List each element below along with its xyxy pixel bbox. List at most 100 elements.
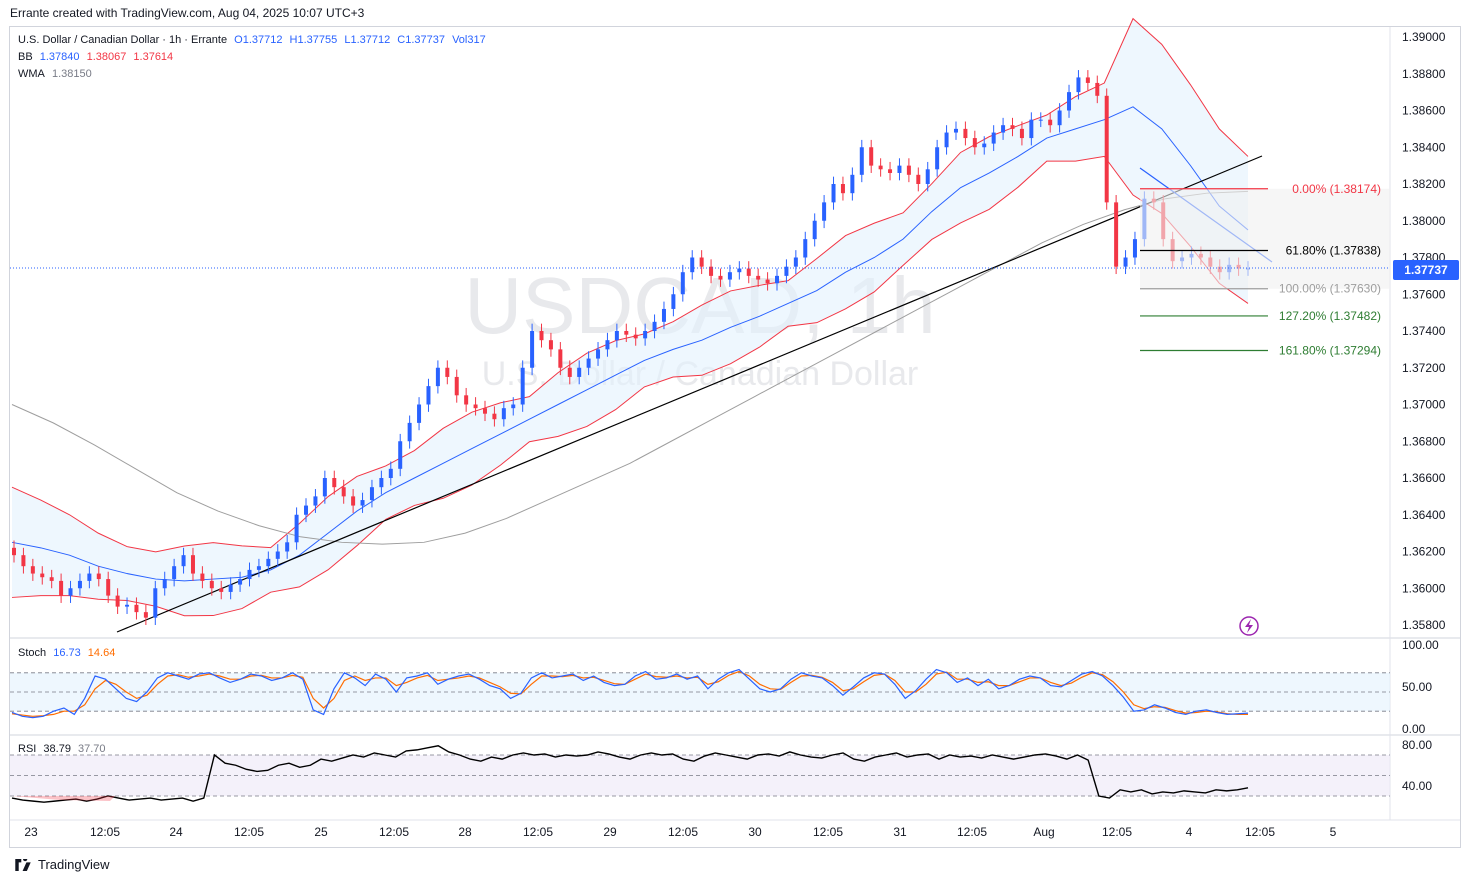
bollinger-middle-line xyxy=(11,106,1249,582)
candle-body xyxy=(473,404,478,409)
bb-label: BB xyxy=(18,51,33,63)
candle-body xyxy=(624,331,629,335)
candle-body xyxy=(567,367,572,377)
time-tick-label: 5 xyxy=(1330,825,1337,839)
time-tick-label: 24 xyxy=(169,825,183,839)
candle-body xyxy=(77,580,82,589)
candle-body xyxy=(482,408,487,414)
candle-body xyxy=(1010,125,1015,129)
price-tick-label: 1.38400 xyxy=(1402,140,1446,154)
candle-body xyxy=(200,573,205,581)
symbol-title[interactable]: U.S. Dollar / Canadian Dollar · 1h · Err… xyxy=(18,34,228,46)
candle-body xyxy=(115,595,120,607)
wma-legend[interactable]: WMA 1.38150 xyxy=(18,68,96,80)
candle-body xyxy=(1085,77,1090,83)
time-tick-label: 29 xyxy=(603,825,617,839)
rsi-legend[interactable]: RSI 38.79 37.70 xyxy=(18,743,110,755)
volume-value: Vol317 xyxy=(452,34,486,46)
candle-body xyxy=(784,266,789,276)
ohlc-high: H1.37755 xyxy=(289,34,338,46)
candle-body xyxy=(256,566,261,570)
candle-body xyxy=(1057,110,1062,126)
candle-body xyxy=(1114,202,1119,267)
candle-body xyxy=(1104,95,1109,203)
candle-body xyxy=(501,408,506,420)
candle-body xyxy=(991,132,996,144)
chart-frame xyxy=(9,26,1461,848)
candle-body xyxy=(690,257,695,273)
candle-body xyxy=(680,272,685,295)
candle-body xyxy=(294,514,299,543)
rsi-ma-value: 37.70 xyxy=(78,743,106,755)
candle-body xyxy=(59,580,64,596)
candle-body xyxy=(388,468,393,478)
time-tick-label: 25 xyxy=(314,825,328,839)
candle-body xyxy=(275,551,280,559)
candle-body xyxy=(803,239,808,258)
bb-legend[interactable]: BB 1.37840 1.38067 1.37614 xyxy=(18,51,177,63)
candle-body xyxy=(454,376,459,396)
bb-mid-value: 1.37840 xyxy=(39,51,80,63)
candle-body xyxy=(878,165,883,170)
footer-brand[interactable]: TradingView xyxy=(14,857,110,872)
candle-body xyxy=(1019,128,1024,139)
candle-body xyxy=(511,404,516,409)
candle-body xyxy=(831,184,836,203)
candle-body xyxy=(605,340,610,350)
candle-body xyxy=(859,147,864,175)
candle-body xyxy=(935,147,940,170)
candle-body xyxy=(379,478,384,488)
candle-body xyxy=(822,202,827,221)
candle-body xyxy=(548,340,553,350)
candle-body xyxy=(322,478,327,497)
wma-line xyxy=(11,190,1249,545)
candle-body xyxy=(153,588,158,618)
price-tick-label: 1.36800 xyxy=(1402,434,1446,448)
candle-body xyxy=(972,138,977,148)
attribution-header: Errante created with TradingView.com, Au… xyxy=(10,6,365,20)
candle-body xyxy=(671,294,676,309)
replay-icon xyxy=(1239,616,1259,636)
candle-body xyxy=(925,169,930,184)
time-tick-label: 28 xyxy=(458,825,472,839)
candle-body xyxy=(633,334,638,339)
time-tick-label: 4 xyxy=(1186,825,1193,839)
candle-body xyxy=(435,367,440,387)
stoch-k-value: 16.73 xyxy=(53,647,81,659)
wma-label: WMA xyxy=(18,68,45,80)
trendline xyxy=(116,155,1263,633)
candle-body xyxy=(464,395,469,405)
candle-body xyxy=(209,580,214,589)
tradingview-logo-icon xyxy=(15,858,31,871)
candle-body xyxy=(40,573,45,578)
candle-body xyxy=(134,604,139,613)
candle-body xyxy=(869,147,874,166)
wma-value: 1.38150 xyxy=(51,68,92,80)
candle-body xyxy=(426,386,431,405)
candle-body xyxy=(1132,239,1137,258)
stoch-legend[interactable]: Stoch 16.73 14.64 xyxy=(18,647,119,659)
price-tick-label: 1.36400 xyxy=(1402,508,1446,522)
price-tick-label: 1.38000 xyxy=(1402,214,1446,228)
bb-up-value: 1.38067 xyxy=(86,51,127,63)
candle-body xyxy=(445,367,450,377)
candle-body xyxy=(1095,82,1100,96)
current-price-tag: 1.37737 xyxy=(1393,260,1459,280)
candle-body xyxy=(332,478,337,488)
candle-body xyxy=(1029,119,1034,139)
ohlc-open: O1.37712 xyxy=(234,34,283,46)
candle-body xyxy=(190,555,195,574)
candle-body xyxy=(775,275,780,284)
candle-body xyxy=(1123,257,1128,267)
candle-body xyxy=(520,367,525,405)
candle-body xyxy=(181,555,186,567)
stoch-tick-label: 100.00 xyxy=(1402,638,1439,652)
time-tick-label: 30 xyxy=(748,825,762,839)
candle-body xyxy=(906,165,911,175)
fib-level-label: 100.00% (1.37630) xyxy=(1279,282,1381,296)
candle-body xyxy=(652,321,657,331)
candle-body xyxy=(888,169,893,173)
bb-low-value: 1.37614 xyxy=(133,51,174,63)
fib-level-label: 0.00% (1.38174) xyxy=(1292,182,1381,196)
